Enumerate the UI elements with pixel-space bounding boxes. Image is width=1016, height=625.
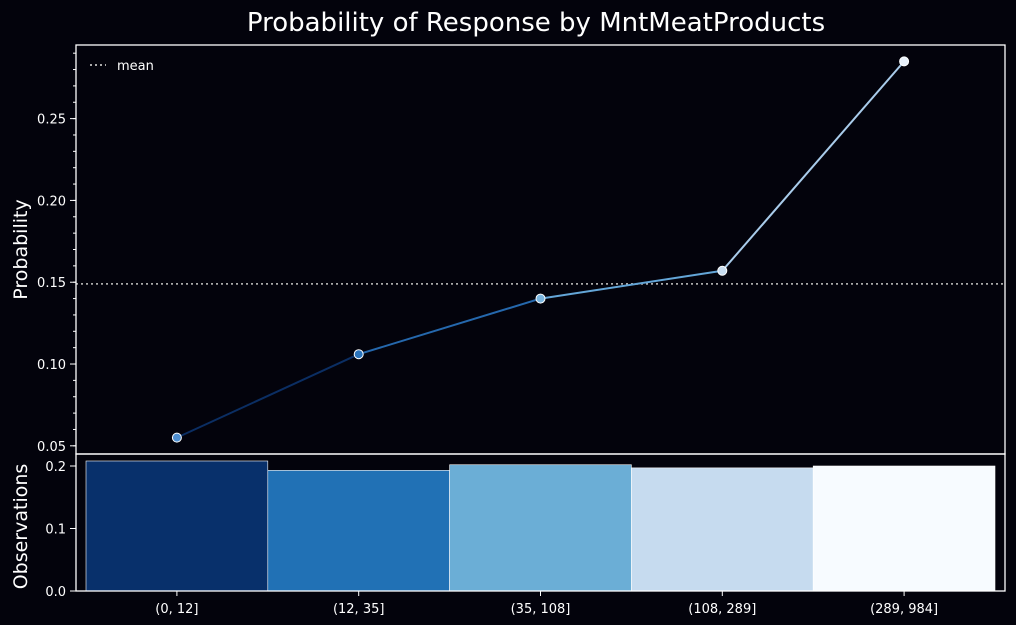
probability-line-segment	[176, 353, 360, 439]
observation-bar	[85, 460, 269, 592]
x-tick-label: (108, 289]	[688, 602, 756, 617]
probability-point	[717, 265, 728, 276]
probability-panel: 0.05 0.10 0.15 0.20 0.25	[37, 44, 1006, 455]
observation-bar	[812, 465, 996, 592]
probability-tick-label: 0.15	[37, 276, 66, 291]
probability-tick-label: 0.05	[37, 440, 66, 455]
observations-axis-label: Observations	[10, 464, 32, 590]
observation-bar	[631, 467, 814, 592]
probability-point	[535, 293, 546, 304]
probability-line-segment	[540, 269, 723, 300]
observation-bar	[449, 464, 632, 592]
probability-tick-label: 0.20	[37, 194, 66, 209]
x-tick-label: (12, 35]	[333, 602, 385, 617]
legend: mean	[90, 59, 154, 74]
probability-point	[353, 349, 364, 360]
x-tick-label: (35, 108]	[511, 602, 571, 617]
observations-frame	[75, 453, 1006, 592]
probability-tick-label: 0.25	[37, 113, 66, 128]
probability-tick-label: 0.10	[37, 358, 66, 373]
observations-tick-label: 0.0	[45, 585, 66, 600]
observations-tick-label: 0.1	[45, 523, 66, 538]
observations-tick-label: 0.2	[45, 460, 66, 475]
legend-mean-label: mean	[117, 59, 154, 74]
x-tick-label: (0, 12]	[155, 602, 198, 617]
observations-panel: 0.0 0.1 0.2 (0, 12] (12, 35] (35, 108] (108, 2…	[45, 453, 1006, 617]
probability-point	[171, 432, 182, 443]
x-tick-label: (289, 984]	[870, 602, 938, 617]
probability-line-segment	[721, 60, 905, 272]
probability-axis-label: Probability	[10, 199, 32, 299]
probability-line-segment	[358, 297, 541, 356]
observation-bar	[267, 470, 450, 592]
probability-point	[899, 56, 910, 67]
chart-title: Probability of Response by MntMeatProduc…	[247, 8, 825, 38]
